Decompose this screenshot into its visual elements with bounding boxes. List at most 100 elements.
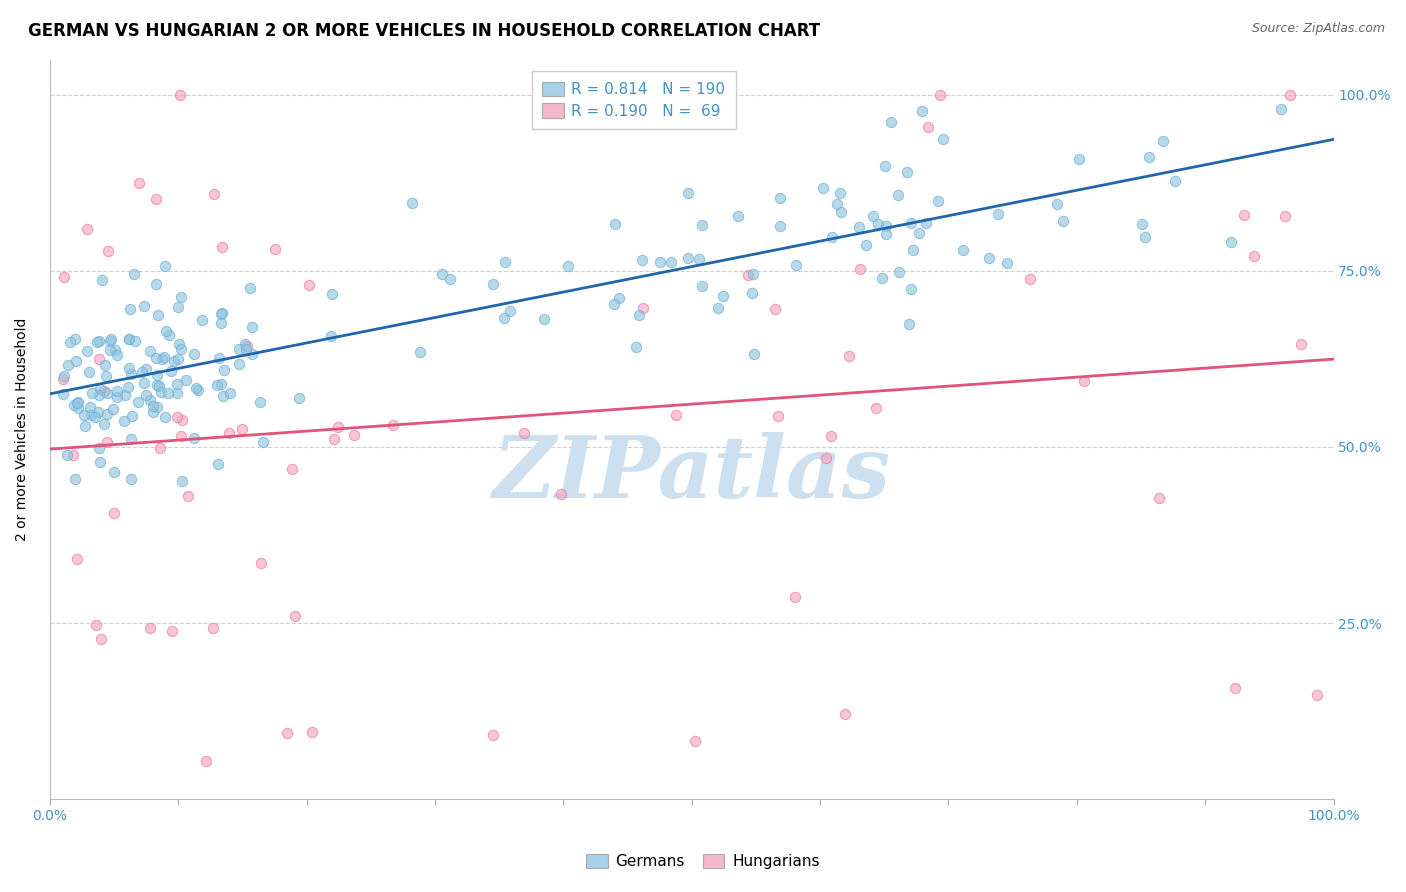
Point (276, 726, 298, 740)
Point (93, 417, 115, 431)
Point (155, 259, 177, 273)
Point (929, 87, 952, 102)
Point (209, 307, 232, 321)
Point (631, 252, 654, 267)
Point (866, 217, 889, 231)
Point (202, 186, 225, 201)
Point (174, 373, 197, 387)
Point (103, 466, 125, 480)
Point (52, 387, 75, 401)
Point (711, 289, 734, 303)
Point (105, 390, 128, 404)
Point (239, 281, 262, 295)
Point (53, 369, 76, 384)
Point (1073, 374, 1095, 388)
Point (76, 344, 98, 359)
Point (252, 435, 274, 450)
Point (482, 277, 505, 291)
Point (889, 265, 911, 279)
Point (820, 429, 842, 443)
Point (163, 354, 186, 368)
Point (118, 301, 141, 316)
Point (153, 350, 176, 364)
Point (1147, 491, 1170, 505)
Point (834, 706, 856, 721)
Point (665, 408, 688, 422)
Point (401, 196, 423, 211)
Point (848, 220, 870, 235)
Point (343, 427, 366, 442)
Point (83, 409, 105, 424)
Point (166, 385, 188, 400)
Point (633, 301, 655, 316)
Point (648, 254, 671, 268)
Point (482, 727, 505, 741)
Point (166, 352, 188, 367)
Point (707, 301, 730, 316)
Point (59, 335, 82, 350)
Point (77, 365, 100, 379)
Point (117, 380, 139, 394)
Point (98, 343, 121, 357)
Point (155, 324, 177, 338)
Point (557, 259, 579, 273)
Point (103, 506, 125, 520)
Point (96, 434, 118, 449)
Point (112, 414, 135, 428)
Point (209, 316, 232, 330)
Point (870, 271, 893, 285)
Point (783, 590, 806, 604)
Point (301, 725, 323, 739)
Point (235, 342, 257, 356)
Text: GERMAN VS HUNGARIAN 2 OR MORE VEHICLES IN HOUSEHOLD CORRELATION CHART: GERMAN VS HUNGARIAN 2 OR MORE VEHICLES I… (28, 22, 820, 40)
Point (170, 342, 193, 356)
Point (132, 376, 155, 390)
Point (1135, 230, 1157, 244)
Point (986, 207, 1008, 221)
Point (84, 618, 107, 632)
Point (218, 426, 240, 441)
Point (900, 282, 922, 296)
Point (1270, 102, 1292, 116)
Point (62, 398, 84, 412)
Point (769, 219, 792, 234)
Point (75, 419, 97, 434)
Point (683, 734, 706, 748)
Point (737, 268, 759, 282)
Point (408, 344, 430, 359)
Point (67, 401, 90, 416)
Point (1274, 209, 1296, 223)
Point (135, 361, 157, 376)
Point (157, 328, 180, 343)
Point (499, 303, 522, 318)
Point (321, 329, 343, 343)
Point (202, 621, 225, 635)
Point (240, 347, 263, 361)
Point (607, 291, 630, 305)
Point (676, 186, 699, 200)
Point (96, 385, 118, 400)
Point (90, 632, 112, 646)
Point (89, 351, 111, 366)
Point (830, 186, 852, 201)
Point (655, 87, 678, 102)
Point (142, 400, 165, 414)
Point (235, 336, 257, 351)
Point (145, 368, 167, 383)
Point (67, 394, 90, 409)
Point (688, 252, 710, 266)
Point (1233, 209, 1256, 223)
Point (127, 395, 149, 409)
Point (284, 609, 307, 624)
Point (827, 197, 849, 211)
Point (263, 242, 285, 256)
Point (62, 448, 84, 462)
Point (865, 401, 887, 415)
Legend: R = 0.814   N = 190, R = 0.190   N =  69: R = 0.814 N = 190, R = 0.190 N = 69 (531, 71, 737, 129)
Point (170, 290, 193, 304)
Point (917, 120, 939, 134)
Point (80, 409, 103, 423)
Point (169, 87, 191, 102)
Point (166, 376, 188, 391)
Point (211, 239, 233, 253)
